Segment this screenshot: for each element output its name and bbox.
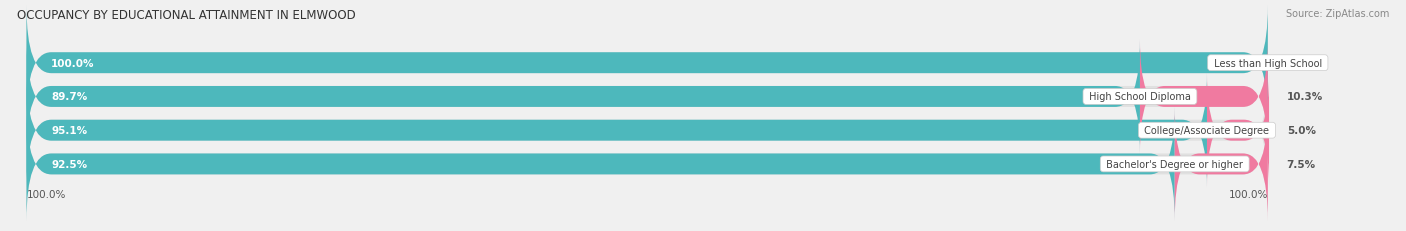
FancyBboxPatch shape: [1140, 40, 1268, 154]
Text: High School Diploma: High School Diploma: [1085, 92, 1194, 102]
FancyBboxPatch shape: [1206, 74, 1270, 187]
Text: Less than High School: Less than High School: [1211, 58, 1324, 68]
Text: 92.5%: 92.5%: [51, 159, 87, 169]
Text: 100.0%: 100.0%: [27, 189, 66, 199]
Text: 100.0%: 100.0%: [51, 58, 94, 68]
FancyBboxPatch shape: [1174, 107, 1268, 221]
Text: 5.0%: 5.0%: [1288, 126, 1316, 136]
Text: 7.5%: 7.5%: [1286, 159, 1316, 169]
Text: 0.0%: 0.0%: [1286, 58, 1316, 68]
Text: 100.0%: 100.0%: [1229, 189, 1268, 199]
FancyBboxPatch shape: [27, 74, 1268, 187]
Text: 89.7%: 89.7%: [51, 92, 87, 102]
FancyBboxPatch shape: [27, 107, 1268, 221]
FancyBboxPatch shape: [27, 74, 1206, 187]
FancyBboxPatch shape: [27, 7, 1268, 120]
Text: 95.1%: 95.1%: [51, 126, 87, 136]
Text: 10.3%: 10.3%: [1286, 92, 1323, 102]
Text: College/Associate Degree: College/Associate Degree: [1142, 126, 1272, 136]
Text: Bachelor's Degree or higher: Bachelor's Degree or higher: [1104, 159, 1246, 169]
FancyBboxPatch shape: [27, 40, 1268, 154]
Text: Source: ZipAtlas.com: Source: ZipAtlas.com: [1285, 9, 1389, 19]
FancyBboxPatch shape: [27, 40, 1140, 154]
FancyBboxPatch shape: [27, 107, 1174, 221]
FancyBboxPatch shape: [27, 7, 1268, 120]
Text: OCCUPANCY BY EDUCATIONAL ATTAINMENT IN ELMWOOD: OCCUPANCY BY EDUCATIONAL ATTAINMENT IN E…: [17, 9, 356, 22]
